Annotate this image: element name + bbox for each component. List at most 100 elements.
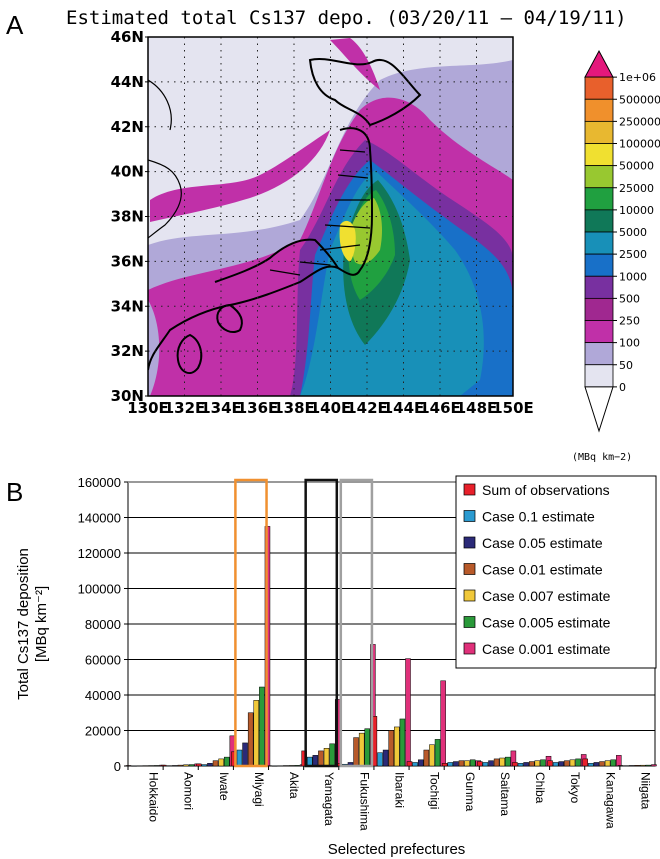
bar-chart: 0 20000 40000 60000 80000 100000 120000 140000 1… bbox=[15, 475, 657, 858]
bar bbox=[236, 749, 243, 767]
bar bbox=[195, 763, 202, 767]
x-category-label: Aomori bbox=[182, 772, 196, 810]
colorbar-segment bbox=[584, 209, 614, 233]
bar bbox=[447, 762, 454, 767]
legend-swatch bbox=[463, 510, 476, 522]
bar bbox=[312, 755, 319, 767]
y-tick-label: 100000 bbox=[78, 582, 121, 597]
bar bbox=[488, 760, 494, 767]
colorbar-segment bbox=[584, 76, 614, 100]
bar bbox=[406, 761, 413, 767]
map-lat-label: 30N bbox=[111, 387, 144, 405]
bar bbox=[434, 739, 441, 767]
bar bbox=[405, 658, 411, 767]
colorbar-bottom-arrow bbox=[584, 386, 614, 433]
colorbar-level-label: 250 bbox=[619, 315, 640, 328]
legend-swatch bbox=[463, 616, 476, 628]
bar bbox=[382, 749, 389, 767]
map-lon-label: 146E bbox=[419, 399, 461, 417]
legend-label: Case 0.01 estimate bbox=[482, 562, 603, 578]
colorbar-level-label: 100 bbox=[619, 337, 640, 350]
bar bbox=[183, 764, 189, 767]
bar bbox=[628, 765, 635, 767]
bar bbox=[136, 765, 143, 767]
map-lon-label: 142E bbox=[346, 399, 388, 417]
bar bbox=[534, 760, 541, 767]
map-lat-label: 46N bbox=[111, 28, 144, 46]
colorbar-level-label: 500000 bbox=[619, 93, 660, 106]
colorbar-level-label: 1000 bbox=[619, 270, 647, 283]
bar bbox=[464, 760, 470, 767]
colorbar-segment bbox=[584, 275, 614, 299]
y-tick-label: 0 bbox=[114, 759, 121, 774]
colorbar-segment bbox=[584, 364, 614, 388]
colorbar: 1e+0650000025000010000050000250001000050… bbox=[584, 49, 660, 433]
bar bbox=[399, 718, 406, 767]
x-category-label: Miyagi bbox=[252, 772, 266, 807]
map-lon-label: 140E bbox=[310, 399, 352, 417]
map-lon-label: 134E bbox=[200, 399, 242, 417]
bar bbox=[318, 750, 324, 767]
bar bbox=[253, 700, 260, 767]
colorbar-level-label: 25000 bbox=[619, 182, 654, 195]
bar bbox=[364, 728, 371, 767]
legend-swatch bbox=[463, 536, 476, 549]
x-category-label: Tochigi bbox=[428, 772, 442, 809]
colorbar-segment bbox=[584, 187, 614, 211]
legend-label: Case 0.007 estimate bbox=[482, 588, 611, 604]
legend-label: Case 0.005 estimate bbox=[482, 615, 611, 631]
x-category-label: Chiba bbox=[533, 772, 547, 804]
legend-label: Case 0.001 estimate bbox=[482, 641, 611, 657]
bar bbox=[160, 764, 167, 767]
colorbar-segment bbox=[584, 165, 614, 189]
legend bbox=[455, 475, 657, 669]
bar bbox=[329, 743, 335, 767]
x-category-label: Hokkaido bbox=[147, 772, 161, 822]
legend-swatch bbox=[463, 563, 476, 575]
bar bbox=[412, 762, 418, 767]
bar bbox=[569, 759, 576, 767]
colorbar-level-label: 2500 bbox=[619, 248, 647, 261]
colorbar-segment bbox=[584, 98, 614, 122]
bar bbox=[469, 759, 476, 767]
colorbar-unit: (MBq km−2) bbox=[572, 452, 632, 463]
bar bbox=[223, 756, 230, 767]
map-lat-label: 38N bbox=[111, 208, 144, 226]
x-category-label: Yamagata bbox=[322, 772, 336, 826]
colorbar-segment bbox=[584, 320, 614, 344]
colorbar-level-label: 100000 bbox=[619, 138, 660, 151]
bar bbox=[294, 765, 300, 767]
bar bbox=[547, 760, 553, 767]
bar bbox=[505, 756, 511, 767]
y-tick-label: 60000 bbox=[85, 653, 121, 668]
map-lat-label: 40N bbox=[111, 163, 144, 181]
x-category-label: Iwate bbox=[217, 772, 231, 801]
bar bbox=[493, 758, 500, 767]
bar bbox=[440, 680, 446, 767]
x-category-label: Niigata bbox=[638, 772, 652, 810]
bar bbox=[323, 748, 330, 767]
map-lon-label: 138E bbox=[273, 399, 315, 417]
map-lon-label: 150E bbox=[492, 399, 534, 417]
bar bbox=[218, 758, 224, 767]
y-tick-label: 140000 bbox=[78, 511, 121, 526]
deposition-map: 46N 44N 42N 40N 38N 36N 34N 32N 30N 130E132E134E… bbox=[111, 28, 534, 417]
colorbar-level-label: 500 bbox=[619, 292, 640, 305]
bar bbox=[188, 764, 195, 767]
colorbar-segment bbox=[584, 253, 614, 277]
colorbar-top-arrow bbox=[584, 49, 614, 78]
map-lon-label: 144E bbox=[383, 399, 425, 417]
bar bbox=[125, 765, 132, 767]
bar bbox=[388, 730, 394, 767]
legend-label: Case 0.1 estimate bbox=[482, 509, 595, 525]
colorbar-level-label: 0 bbox=[619, 381, 626, 394]
colorbar-level-label: 5000 bbox=[619, 226, 647, 239]
bar bbox=[528, 761, 535, 767]
colorbar-level-label: 1e+06 bbox=[619, 71, 656, 84]
map-lon-label: 136E bbox=[237, 399, 279, 417]
map-lon-label: 130E bbox=[127, 399, 169, 417]
bar bbox=[540, 759, 546, 767]
x-category-label: Akita bbox=[287, 772, 301, 799]
x-category-label: Ibaraki bbox=[393, 772, 407, 808]
y-tick-label: 40000 bbox=[85, 688, 121, 703]
